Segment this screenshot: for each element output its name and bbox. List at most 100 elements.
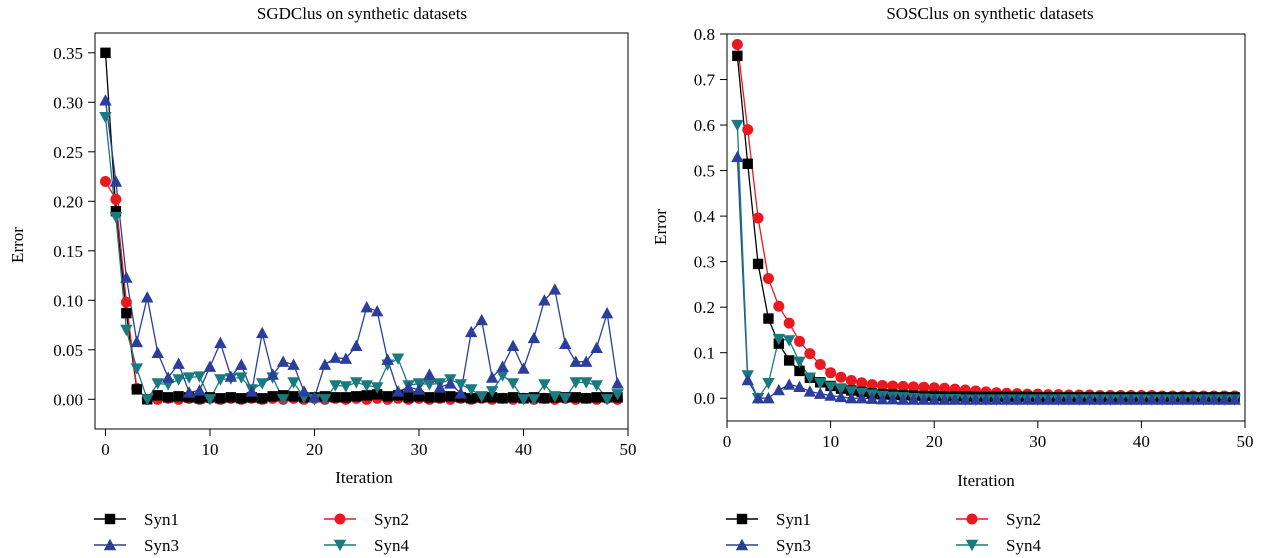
data-point: [793, 380, 806, 393]
data-point: [548, 391, 562, 403]
data-point: [120, 296, 132, 308]
series-line-syn1: [736, 55, 1235, 398]
chart-title: SGDClus on synthetic datasets: [257, 4, 467, 23]
x-axis-label: Iteration: [335, 468, 393, 487]
y-tick-label: 0.15: [53, 242, 83, 261]
x-axis: 0 10 20 30 40 50: [723, 421, 1254, 451]
data-point: [845, 392, 858, 404]
legend-marker: [333, 539, 347, 552]
data-point: [887, 380, 899, 392]
data-point: [203, 394, 217, 406]
data-point: [742, 158, 753, 169]
data-point: [752, 258, 764, 270]
data-point: [948, 393, 962, 405]
legend-marker: [334, 513, 346, 525]
data-point: [267, 391, 278, 402]
y-tick-label: 0.8: [694, 25, 715, 44]
data-point: [339, 381, 353, 393]
data-point: [151, 346, 164, 358]
data-point: [1093, 393, 1107, 405]
legend-item-syn3: Syn3: [726, 536, 811, 555]
data-point: [569, 377, 582, 389]
data-point: [496, 370, 509, 382]
data-point: [803, 372, 817, 384]
data-point: [794, 335, 806, 347]
data-point: [600, 306, 614, 319]
data-point: [465, 325, 478, 338]
data-point: [433, 381, 447, 393]
data-point: [257, 393, 268, 404]
data-point: [182, 386, 196, 398]
x-tick-label: 10: [201, 440, 218, 459]
data-point: [1073, 393, 1086, 405]
data-point: [773, 300, 785, 312]
data-point: [1083, 393, 1096, 405]
data-point: [507, 392, 519, 403]
data-point: [590, 341, 603, 354]
data-point: [203, 360, 217, 372]
y-tick-label: 0.00: [53, 390, 83, 409]
data-point: [569, 355, 582, 367]
data-point: [824, 389, 837, 401]
data-point: [611, 389, 624, 401]
data-point: [865, 392, 879, 404]
legend-marker: [103, 538, 117, 551]
data-point: [329, 351, 342, 363]
x-tick-label: 0: [723, 432, 732, 451]
data-point: [131, 384, 143, 395]
data-point: [1052, 393, 1065, 405]
legend: Syn1 Syn2 Syn3 Syn4: [726, 510, 1041, 555]
data-point: [454, 387, 467, 399]
data-point: [772, 383, 785, 396]
data-point: [762, 378, 775, 390]
series-line-syn1: [104, 52, 618, 401]
data-point: [391, 353, 405, 365]
x-tick-label: 20: [306, 440, 323, 459]
x-tick-label: 40: [515, 440, 532, 459]
data-point: [172, 357, 185, 369]
data-point: [611, 377, 624, 389]
data-point: [1031, 393, 1044, 405]
series-points-syn2: [731, 38, 1241, 402]
data-point: [276, 355, 290, 367]
data-point: [382, 391, 393, 402]
data-point: [548, 283, 562, 295]
chart-title: SOSClus on synthetic datasets: [886, 4, 1093, 23]
data-point: [751, 392, 765, 404]
data-point: [539, 393, 550, 404]
data-point: [99, 94, 112, 106]
data-point: [130, 335, 144, 348]
data-point: [1155, 393, 1169, 405]
data-point: [193, 371, 206, 383]
data-point: [834, 383, 848, 396]
data-point: [475, 313, 488, 326]
legend-label: Syn2: [1006, 510, 1041, 529]
data-point: [214, 336, 227, 349]
data-point: [763, 313, 774, 324]
legend-item-syn4: Syn4: [324, 536, 409, 555]
data-point: [845, 386, 858, 398]
data-point: [152, 390, 163, 401]
data-point: [731, 38, 743, 50]
data-point: [412, 383, 426, 395]
data-point: [834, 390, 848, 403]
data-point: [266, 368, 279, 380]
legend-marker: [965, 539, 979, 552]
data-point: [276, 394, 290, 406]
data-point: [485, 371, 499, 383]
data-point: [969, 393, 982, 405]
legend-marker: [735, 538, 749, 551]
data-point: [360, 380, 373, 392]
legend-label: Syn4: [374, 536, 409, 555]
data-point: [318, 394, 332, 406]
data-point: [559, 337, 572, 350]
y-axis: 0.0 0.1 0.2 0.3 0.4 0.5 0.6 0.7 0.8: [694, 25, 727, 408]
data-point: [741, 373, 754, 386]
data-point: [959, 393, 972, 405]
data-point: [151, 378, 164, 390]
data-point: [742, 124, 754, 136]
data-point: [141, 394, 154, 406]
data-point: [918, 381, 930, 393]
y-tick-label: 0.30: [53, 93, 83, 112]
